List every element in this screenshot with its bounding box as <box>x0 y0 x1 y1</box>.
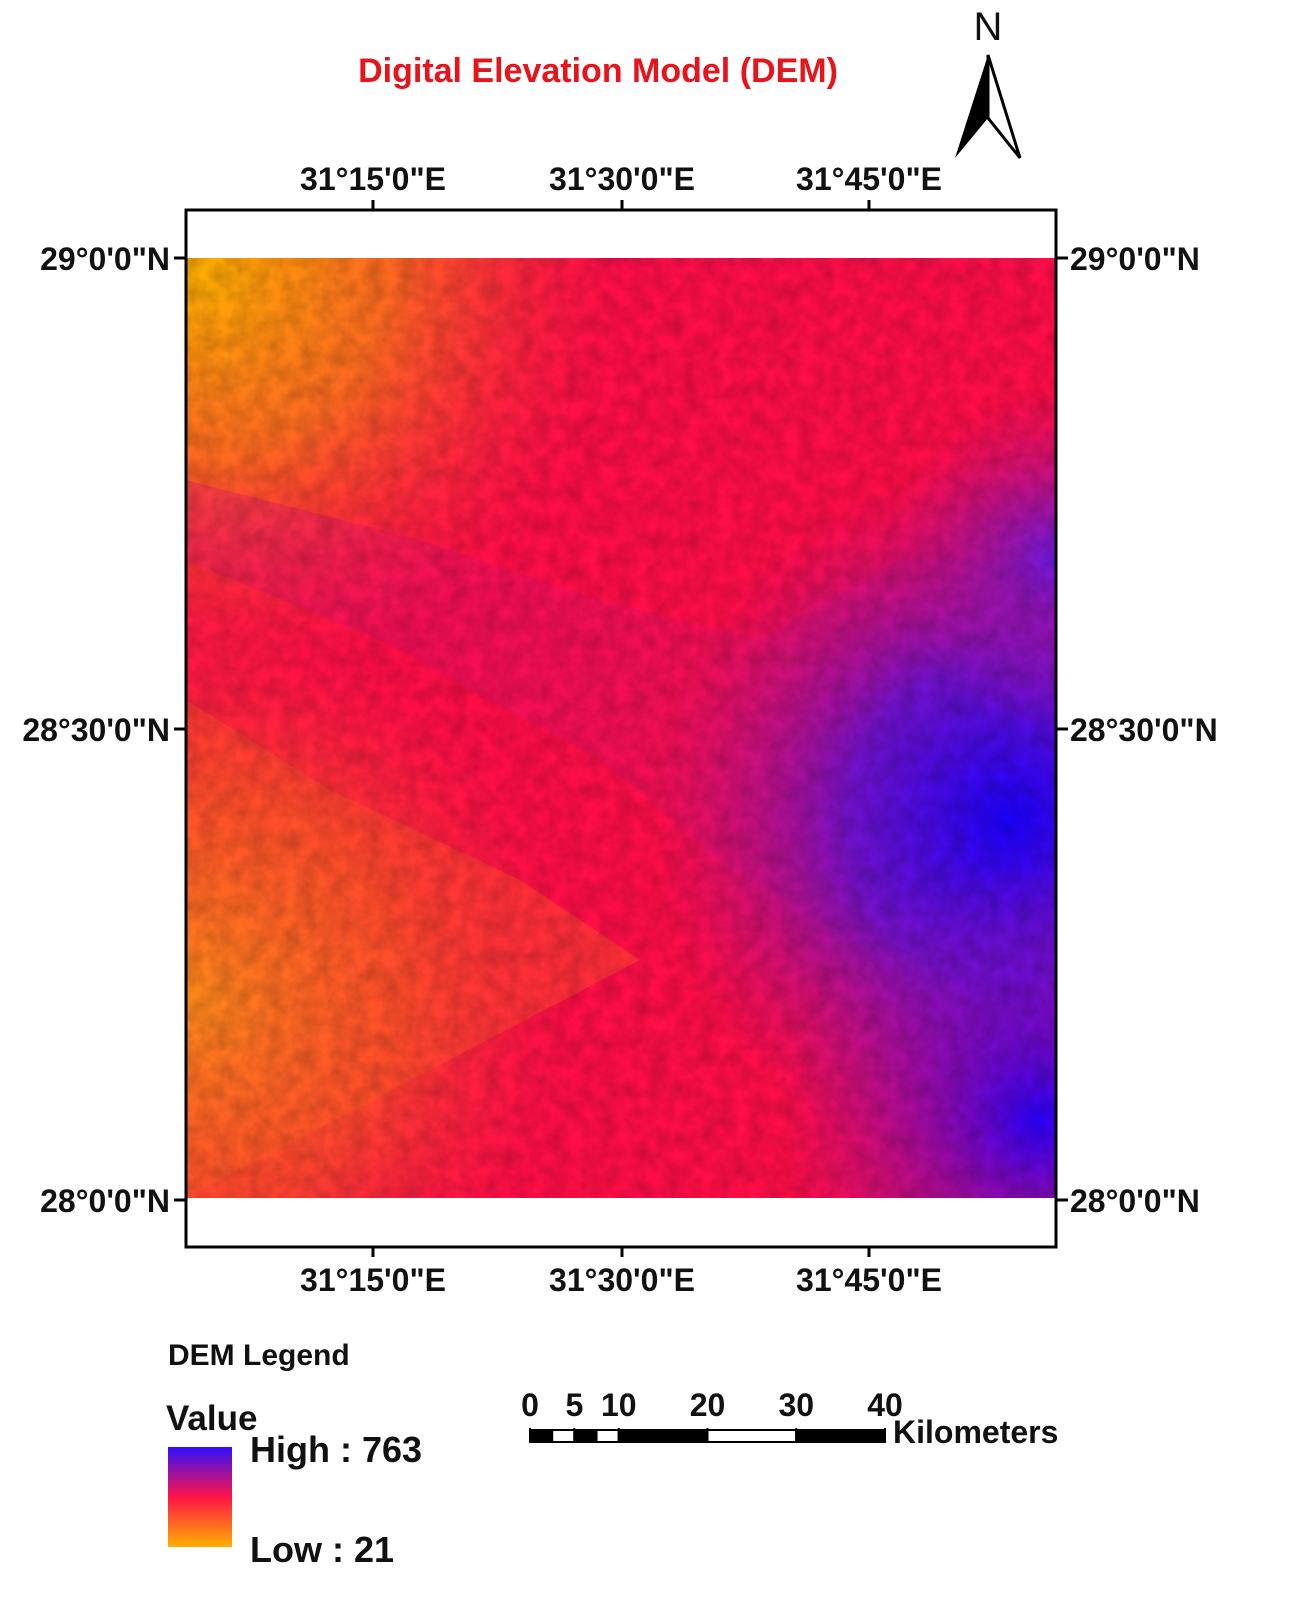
bottom-tick-label: 31°30'0"E <box>549 1262 695 1298</box>
left-tick-label: 28°30'0"N <box>22 712 170 748</box>
bottom-tick-label: 31°15'0"E <box>300 1262 446 1298</box>
left-tick-label: 28°0'0"N <box>40 1183 170 1219</box>
arrow-right <box>986 54 1022 159</box>
left-tick-label: 29°0'0"N <box>40 241 170 277</box>
top-tick-label: 31°15'0"E <box>300 161 446 197</box>
legend-ramp <box>168 1447 232 1547</box>
scale-tick-label: 0 <box>521 1387 539 1423</box>
top-tick-label: 31°45'0"E <box>796 161 942 197</box>
map-title: Digital Elevation Model (DEM) <box>358 52 838 90</box>
bottom-tick-label: 31°45'0"E <box>796 1262 942 1298</box>
scale-segment <box>529 1429 554 1443</box>
scale-segment <box>551 1429 576 1443</box>
scale-tick-label: 20 <box>690 1387 726 1423</box>
top-tick-label: 31°30'0"E <box>549 161 695 197</box>
right-tick-label: 28°30'0"N <box>1070 712 1218 748</box>
legend-high: High : 763 <box>250 1429 422 1470</box>
legend-low: Low : 21 <box>250 1529 394 1570</box>
arrow-left <box>955 55 988 158</box>
scale-segment <box>573 1429 598 1443</box>
scale-tick-label: 5 <box>565 1387 583 1423</box>
graticule-ticks: 31°15'0"E 31°30'0"E 31°45'0"E 31°15'0"E 31°3… <box>22 161 1217 1298</box>
scale-segment <box>595 1429 620 1443</box>
scale-unit: Kilometers <box>893 1414 1058 1450</box>
scale-tick-label: 40 <box>867 1387 903 1423</box>
legend: DEM Legend Value High : 763 Low : 21 <box>166 1339 422 1570</box>
scale-segment <box>617 1429 709 1443</box>
legend-field: Value <box>166 1399 257 1438</box>
north-label: N <box>974 5 1003 49</box>
scale-segment <box>795 1429 886 1443</box>
scale-segment <box>706 1429 798 1443</box>
scale-tick-label: 10 <box>601 1387 637 1423</box>
legend-title: DEM Legend <box>168 1339 350 1372</box>
elevation-raster <box>186 258 1056 1198</box>
right-tick-label: 28°0'0"N <box>1070 1183 1200 1219</box>
right-tick-label: 29°0'0"N <box>1070 241 1200 277</box>
scale-tick-label: 30 <box>778 1387 814 1423</box>
north-arrow: N <box>955 5 1022 159</box>
